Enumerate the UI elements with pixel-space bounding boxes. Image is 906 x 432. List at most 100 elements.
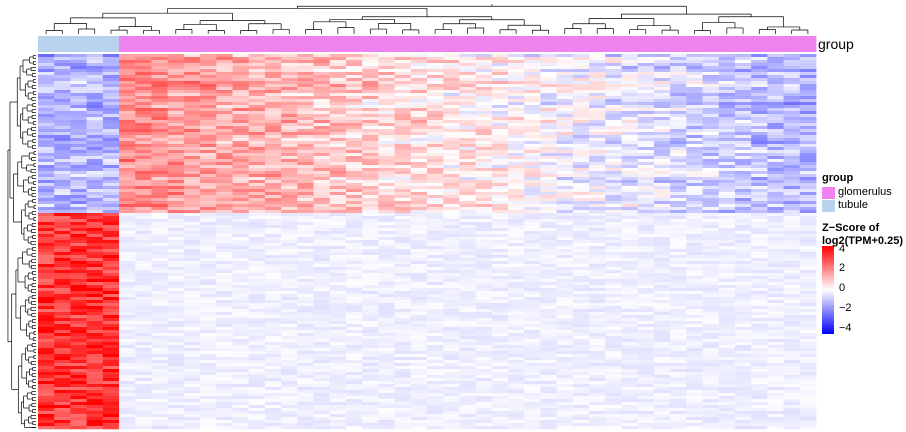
heatmap-cell: [135, 63, 152, 67]
heatmap-cell: [378, 69, 395, 73]
heatmap-cell: [232, 159, 250, 163]
heatmap-cell: [329, 234, 347, 238]
heatmap-cell: [119, 201, 136, 205]
heatmap-cell: [345, 297, 363, 301]
heatmap-cell: [70, 297, 88, 301]
heatmap-cell: [264, 60, 282, 64]
heatmap-cell: [281, 63, 298, 67]
heatmap-cell: [297, 327, 314, 331]
heatmap-cell: [86, 144, 104, 148]
heatmap-cell: [345, 225, 363, 229]
heatmap-cell: [329, 225, 347, 229]
heatmap-cell: [589, 318, 606, 322]
heatmap-cell: [508, 324, 525, 328]
heatmap-cell: [767, 183, 784, 187]
heatmap-cell: [281, 246, 298, 250]
heatmap-cell: [783, 159, 801, 163]
heatmap-cell: [799, 255, 817, 259]
heatmap-cell: [329, 165, 347, 169]
heatmap-cell: [345, 198, 363, 202]
heatmap-cell: [345, 177, 363, 181]
heatmap-cell: [653, 162, 671, 166]
heatmap-cell: [783, 189, 801, 193]
heatmap-cell: [281, 54, 298, 58]
heatmap-cell: [264, 129, 282, 133]
heatmap-cell: [183, 303, 201, 307]
heatmap-cell: [637, 261, 655, 265]
annotation-cell-glomerulus: [151, 36, 169, 52]
heatmap-cell: [297, 219, 314, 223]
heatmap-cell: [767, 129, 784, 133]
heatmap-cell: [459, 93, 477, 97]
heatmap-cell: [119, 84, 136, 88]
heatmap-cell: [686, 222, 703, 226]
heatmap-cell: [751, 276, 768, 280]
heatmap-cell: [119, 264, 136, 268]
heatmap-cell: [653, 171, 671, 175]
heatmap-cell: [653, 303, 671, 307]
heatmap-cell: [653, 189, 671, 193]
heatmap-cell: [329, 75, 347, 79]
heatmap-cell: [653, 270, 671, 274]
heatmap-cell: [248, 252, 266, 256]
heatmap-cell: [524, 258, 541, 262]
heatmap-cell: [410, 204, 428, 208]
heatmap-cell: [313, 321, 331, 325]
heatmap-cell: [394, 75, 412, 79]
heatmap-cell: [605, 195, 622, 199]
heatmap-cell: [102, 282, 120, 286]
heatmap-cell: [508, 153, 525, 157]
heatmap-cell: [378, 132, 395, 136]
heatmap-cell: [605, 219, 622, 223]
heatmap-cell: [281, 123, 298, 127]
heatmap-cell: [410, 126, 428, 130]
heatmap-cell: [54, 303, 71, 307]
heatmap-cell: [702, 171, 720, 175]
heatmap-cell: [70, 279, 88, 283]
heatmap-cell: [589, 165, 606, 169]
heatmap-cell: [394, 315, 412, 319]
heatmap-cell: [329, 132, 347, 136]
heatmap-cell: [183, 258, 201, 262]
heatmap-cell: [702, 231, 720, 235]
heatmap-cell: [410, 288, 428, 292]
heatmap-cell: [232, 84, 250, 88]
heatmap-cell: [54, 96, 71, 100]
heatmap-cell: [119, 111, 136, 115]
heatmap-cell: [475, 84, 493, 88]
heatmap-cell: [313, 168, 331, 172]
heatmap-cell: [183, 57, 201, 61]
heatmap-cell: [151, 189, 169, 193]
heatmap-cell: [767, 144, 784, 148]
heatmap-cell: [86, 60, 104, 64]
heatmap-cell: [264, 318, 282, 322]
heatmap-cell: [589, 87, 606, 91]
heatmap-cell: [572, 168, 590, 172]
heatmap-cell: [86, 135, 104, 139]
heatmap-cell: [702, 216, 720, 220]
heatmap-cell: [394, 222, 412, 226]
heatmap-cell: [767, 234, 784, 238]
heatmap-cell: [378, 117, 395, 121]
heatmap-cell: [102, 102, 120, 106]
heatmap-cell: [297, 315, 314, 319]
heatmap-cell: [297, 210, 314, 214]
heatmap-cell: [313, 306, 331, 310]
heatmap-cell: [702, 99, 720, 103]
heatmap-cell: [653, 249, 671, 253]
heatmap-cell: [362, 132, 379, 136]
heatmap-cell: [702, 255, 720, 259]
heatmap-cell: [54, 306, 71, 310]
heatmap-cell: [670, 261, 687, 265]
heatmap-cell: [475, 117, 493, 121]
heatmap-cell: [799, 222, 817, 226]
heatmap-cell: [427, 198, 444, 202]
heatmap-cell: [427, 90, 444, 94]
heatmap-cell: [459, 279, 477, 283]
heatmap-cell: [183, 315, 201, 319]
heatmap-cell: [70, 237, 88, 241]
heatmap-cell: [556, 84, 574, 88]
heatmap-cell: [670, 252, 687, 256]
heatmap-cell: [248, 306, 266, 310]
heatmap-cell: [524, 141, 541, 145]
